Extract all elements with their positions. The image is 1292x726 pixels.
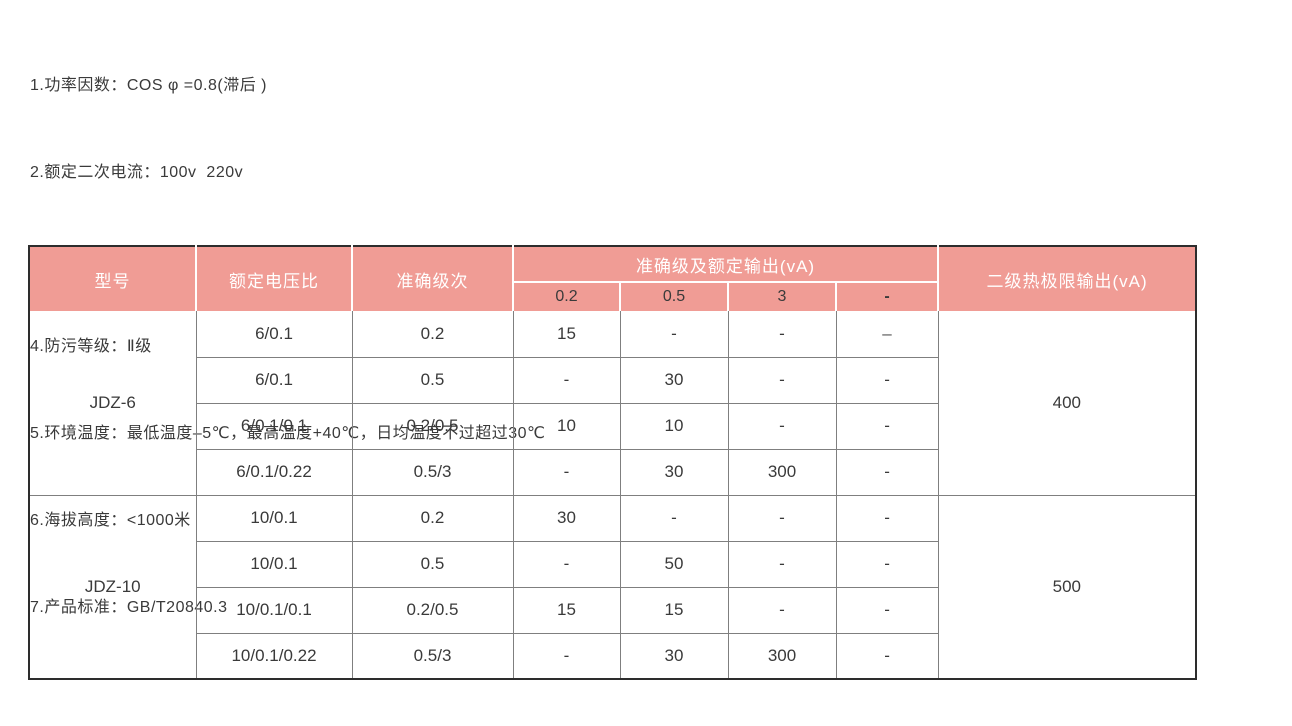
table-row: 6/0.1 0.5 - 30 - - <box>29 356 1196 404</box>
output-cell: – <box>835 311 939 358</box>
rating-table: 型号 额定电压比 准确级次 准确级及额定输出(vA) 二级热极限输出(vA) 0… <box>28 245 1198 680</box>
col-header-accuracy-output-group: 准确级及额定输出(vA) <box>511 246 940 282</box>
col-header-model: 型号 <box>29 246 197 311</box>
sub-header-0_2: 0.2 <box>512 281 621 311</box>
col-header-accuracy-class: 准确级次 <box>351 246 514 311</box>
col-header-voltage-ratio: 额定电压比 <box>195 246 353 311</box>
accuracy-cell: 0.2 <box>351 494 514 542</box>
accuracy-cell: 0.5/3 <box>351 632 514 680</box>
output-cell: - <box>835 356 939 404</box>
output-cell: - <box>619 494 729 542</box>
ratio-cell: 10/0.1/0.1 <box>195 586 353 634</box>
output-cell: - <box>835 632 939 680</box>
output-cell: - <box>512 540 621 588</box>
table-row: JDZ-6 6/0.1 0.2 15 - - – 400 <box>28 311 1197 496</box>
output-cell: - <box>835 586 939 634</box>
model-cell-jdz10: JDZ-10 <box>28 494 197 680</box>
output-cell: 300 <box>727 448 837 496</box>
ratio-cell: 10/0.1/0.22 <box>195 632 353 680</box>
accuracy-cell: 0.2/0.5 <box>351 586 514 634</box>
ratio-cell: 6/0.1 <box>195 311 353 358</box>
accuracy-cell: 0.5 <box>351 540 514 588</box>
thermal-cell-jdz10: 500 <box>937 494 1197 680</box>
ratio-cell: 6/0.1/0.22 <box>195 448 353 496</box>
output-cell: - <box>727 586 837 634</box>
output-cell: - <box>512 632 621 680</box>
sub-header-3: 3 <box>727 281 837 311</box>
output-cell: - <box>727 402 837 450</box>
output-cell: - <box>835 448 939 496</box>
spec-line-secondary-current: 2.额定二次电流：100v 220v <box>30 164 244 181</box>
ratio-cell: 10/0.1 <box>195 494 353 542</box>
output-cell: - <box>512 448 621 496</box>
output-cell: - <box>835 540 939 588</box>
output-cell: - <box>727 540 837 588</box>
output-cell: - <box>727 311 837 358</box>
model-cell-jdz6: JDZ-6 <box>28 311 197 496</box>
output-cell: - <box>727 494 837 542</box>
output-cell: 10 <box>512 402 621 450</box>
accuracy-cell: 0.2 <box>351 311 514 358</box>
output-cell: 300 <box>727 632 837 680</box>
thermal-cell-jdz6: 400 <box>937 311 1197 496</box>
sub-header-0_5: 0.5 <box>619 281 729 311</box>
output-cell: 30 <box>619 356 729 404</box>
spec-line-power-factor: 1.功率因数：COS φ =0.8(滞后 ) <box>30 77 267 94</box>
output-cell: 30 <box>619 448 729 496</box>
accuracy-cell: 0.2/0.5 <box>351 402 514 450</box>
output-cell: 30 <box>619 632 729 680</box>
col-header-thermal-limit: 二级热极限输出(vA) <box>937 246 1197 311</box>
output-cell: 15 <box>619 586 729 634</box>
output-cell: - <box>512 356 621 404</box>
table-row: 6/0.1/0.1 0.2/0.5 10 10 - - <box>29 402 1196 450</box>
output-cell: 10 <box>619 402 729 450</box>
accuracy-cell: 0.5 <box>351 356 514 404</box>
ratio-cell: 10/0.1 <box>195 540 353 588</box>
ratio-cell: 6/0.1/0.1 <box>195 402 353 450</box>
table-row: JDZ-10 10/0.1 0.2 30 - - - 500 <box>28 494 1197 680</box>
sub-header-dash: - <box>834 281 940 311</box>
table-row: 10/0.1/0.1 0.2/0.5 15 15 - - <box>29 586 1196 634</box>
accuracy-cell: 0.5/3 <box>351 448 514 496</box>
table-row: 6/0.1/0.22 0.5/3 - 30 300 - <box>29 448 1196 496</box>
ratio-cell: 6/0.1 <box>195 356 353 404</box>
output-cell: - <box>619 311 729 358</box>
output-cell: 50 <box>619 540 729 588</box>
output-cell: 30 <box>512 494 621 542</box>
output-cell: 15 <box>512 586 621 634</box>
table-row: 10/0.1/0.22 0.5/3 - 30 300 - <box>29 632 1196 680</box>
output-cell: - <box>835 402 939 450</box>
output-cell: - <box>835 494 939 542</box>
output-cell: - <box>727 356 837 404</box>
output-cell: 15 <box>512 311 621 358</box>
